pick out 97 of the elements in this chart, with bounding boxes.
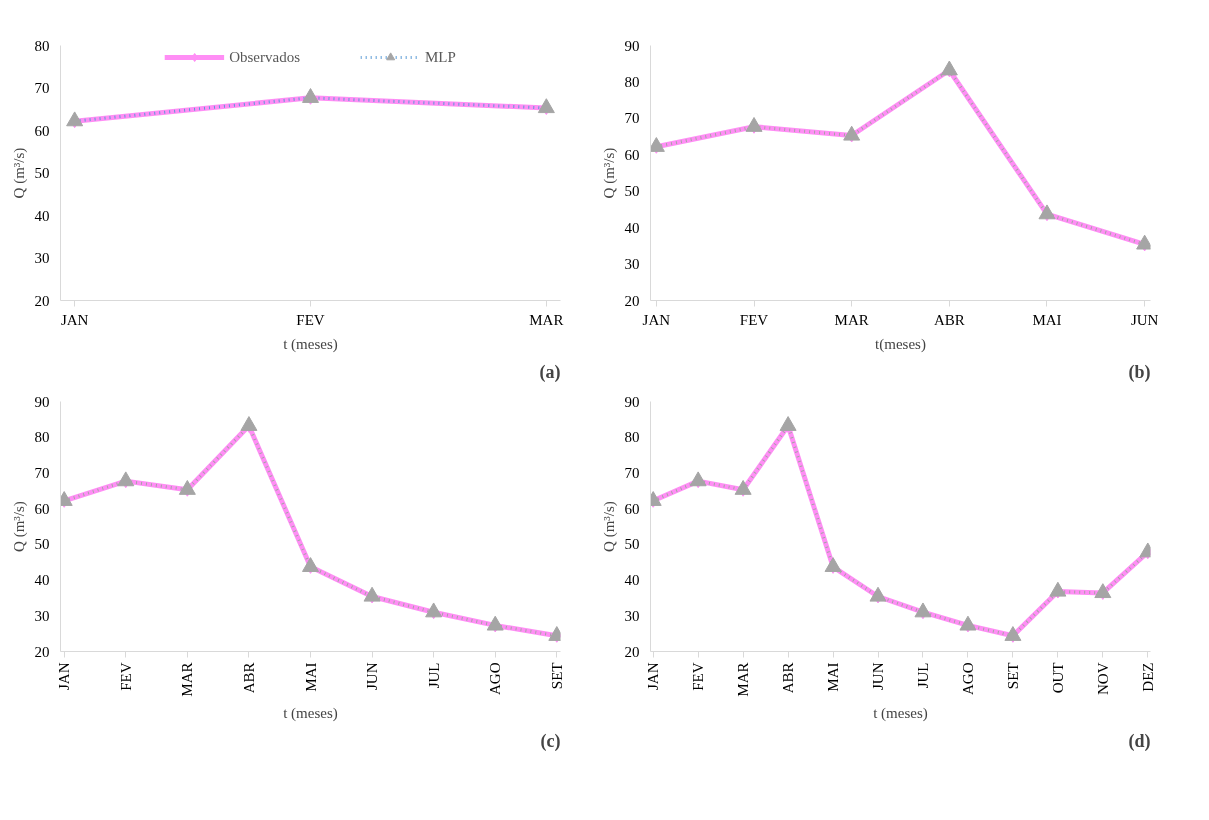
point [178, 479, 196, 495]
y-tick-label: 40 [34, 207, 50, 224]
legend-label: Observados [229, 48, 300, 66]
point [1038, 204, 1056, 220]
point [117, 471, 135, 487]
y-tick-label: 70 [34, 80, 50, 96]
y-tick-label: 90 [34, 393, 50, 410]
y-axis-title: Q (m³/s) [600, 501, 618, 552]
point [779, 416, 797, 431]
x-tick-label: FEV [690, 662, 707, 691]
y-tick-label: 20 [624, 292, 640, 309]
x-tick-label: DEZ [1139, 662, 1156, 692]
point [363, 586, 381, 602]
text: (c) [540, 730, 561, 752]
x-tick-label: AGO [959, 662, 976, 695]
y-tick-label: 50 [624, 183, 640, 200]
point [1094, 583, 1112, 599]
x-tick-label: JAN [60, 311, 89, 328]
x-tick-label: JUN [1130, 311, 1159, 328]
y-tick-label: 20 [624, 643, 640, 660]
y-tick-label: 20 [34, 643, 50, 660]
point [940, 60, 958, 76]
y-tick-label: 70 [624, 110, 640, 127]
x-tick-label: MAI [302, 662, 319, 692]
point [1049, 581, 1067, 597]
y-tick-label: 40 [34, 572, 50, 589]
x-axis-title: t(meses) [875, 335, 926, 353]
y-tick-label: 60 [34, 122, 50, 139]
x-tick-label: ABR [780, 662, 797, 694]
y-axis-title: Q (m³/s) [10, 147, 28, 199]
point [734, 479, 752, 495]
y-tick-label: 70 [34, 464, 50, 481]
x-tick-label: AGO [487, 662, 504, 695]
x-tick-label: MAI [825, 662, 842, 692]
point [240, 416, 258, 431]
y-tick-label: 50 [624, 536, 640, 553]
y-tick-label: 50 [34, 536, 50, 553]
y-tick-label: 40 [624, 219, 640, 236]
y-tick-label: 30 [34, 607, 50, 624]
y-tick-label: 30 [624, 607, 640, 624]
y-tick-label: 80 [624, 73, 640, 90]
x-tick-label: ABR [240, 662, 257, 694]
y-tick-label: 40 [624, 572, 640, 589]
point [537, 98, 555, 114]
x-tick-label: JUL [425, 662, 442, 689]
point [689, 471, 707, 487]
point [486, 615, 504, 631]
point [1004, 626, 1022, 641]
x-tick-label: FEV [117, 662, 134, 691]
x-tick-label: MAR [529, 311, 564, 328]
x-tick-label: JUN [870, 662, 887, 690]
x-tick-label: MAI [1032, 311, 1062, 328]
y-tick-label: 60 [34, 500, 50, 517]
y-tick-label: 50 [34, 165, 50, 181]
x-tick-label: SET [548, 662, 565, 690]
legend-label: MLP [424, 48, 456, 66]
text: (b) [1128, 361, 1151, 383]
y-tick-label: 80 [34, 429, 50, 446]
x-axis-title: t (meses) [283, 704, 338, 722]
x-tick-label: FEV [739, 311, 769, 328]
y-tick-label: 80 [624, 429, 640, 446]
y-tick-label: 60 [624, 146, 640, 163]
y-tick-label: 90 [624, 393, 640, 410]
x-tick-label: OUT [1049, 662, 1066, 694]
point [869, 586, 887, 602]
x-axis-title: t (meses) [283, 335, 338, 353]
x-tick-label: MAR [834, 311, 869, 328]
y-tick-label: 20 [34, 292, 50, 309]
x-tick-label: FEV [296, 311, 325, 328]
y-tick-label: 80 [34, 37, 50, 54]
point [843, 125, 861, 141]
x-tick-label: JAN [56, 662, 73, 690]
y-axis-title: Q (m³/s) [600, 147, 618, 199]
text: (d) [1128, 730, 1151, 752]
y-axis-title: Q (m³/s) [10, 501, 28, 552]
point [66, 111, 84, 127]
point [745, 117, 763, 132]
text: (a) [539, 361, 561, 383]
y-tick-label: 60 [624, 500, 640, 517]
x-tick-label: JUN [364, 662, 381, 690]
point [914, 602, 932, 618]
y-tick-label: 30 [34, 250, 50, 266]
x-tick-label: JAN [645, 662, 662, 690]
point [425, 602, 443, 618]
y-tick-label: 30 [624, 256, 640, 273]
x-tick-label: MAR [179, 662, 196, 697]
x-axis-title: t (meses) [873, 704, 928, 722]
x-tick-label: ABR [933, 311, 965, 328]
x-tick-label: JUL [914, 662, 931, 689]
x-tick-label: NOV [1094, 662, 1111, 695]
y-tick-label: 90 [624, 37, 640, 54]
x-tick-label: SET [1004, 662, 1021, 690]
x-tick-label: JAN [642, 311, 671, 328]
y-tick-label: 70 [624, 464, 640, 481]
x-tick-label: MAR [735, 662, 752, 697]
point [959, 615, 977, 631]
point [824, 557, 842, 572]
